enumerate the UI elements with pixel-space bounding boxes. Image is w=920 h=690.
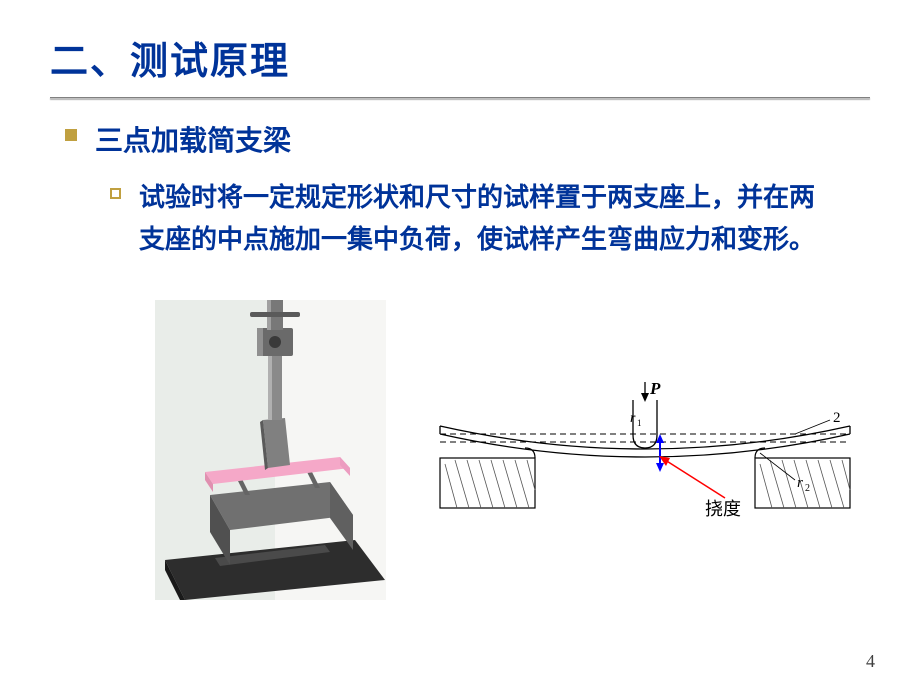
bullet-outline-icon xyxy=(110,188,121,199)
bending-diagram: r 2 2 r 1 P xyxy=(435,380,855,530)
equipment-photo xyxy=(155,300,386,600)
slide-title: 二、测试原理 xyxy=(50,30,870,85)
subtitle-text: 三点加载简支梁 xyxy=(95,119,291,159)
label-r2: r xyxy=(797,475,803,491)
label-2: 2 xyxy=(833,410,841,426)
label-P: P xyxy=(649,380,661,398)
image-area: r 2 2 r 1 P xyxy=(0,300,920,640)
body-text: 试验时将一定规定形状和尺寸的试样置于两支座上，并在两支座的中点施加一集中负荷，使… xyxy=(139,177,840,260)
label-deflection: 挠度 xyxy=(705,499,741,519)
subtitle-row: 三点加载简支梁 xyxy=(65,119,870,159)
bullet-filled-icon xyxy=(65,129,77,141)
svg-text:2: 2 xyxy=(805,483,810,494)
slide-container: 二、测试原理 三点加载简支梁 试验时将一定规定形状和尺寸的试样置于两支座上，并在… xyxy=(0,0,920,690)
title-underline xyxy=(50,97,870,99)
body-row: 试验时将一定规定形状和尺寸的试样置于两支座上，并在两支座的中点施加一集中负荷，使… xyxy=(110,177,840,260)
page-number: 4 xyxy=(866,651,875,672)
svg-text:1: 1 xyxy=(637,418,642,428)
label-r1: r xyxy=(630,411,636,426)
